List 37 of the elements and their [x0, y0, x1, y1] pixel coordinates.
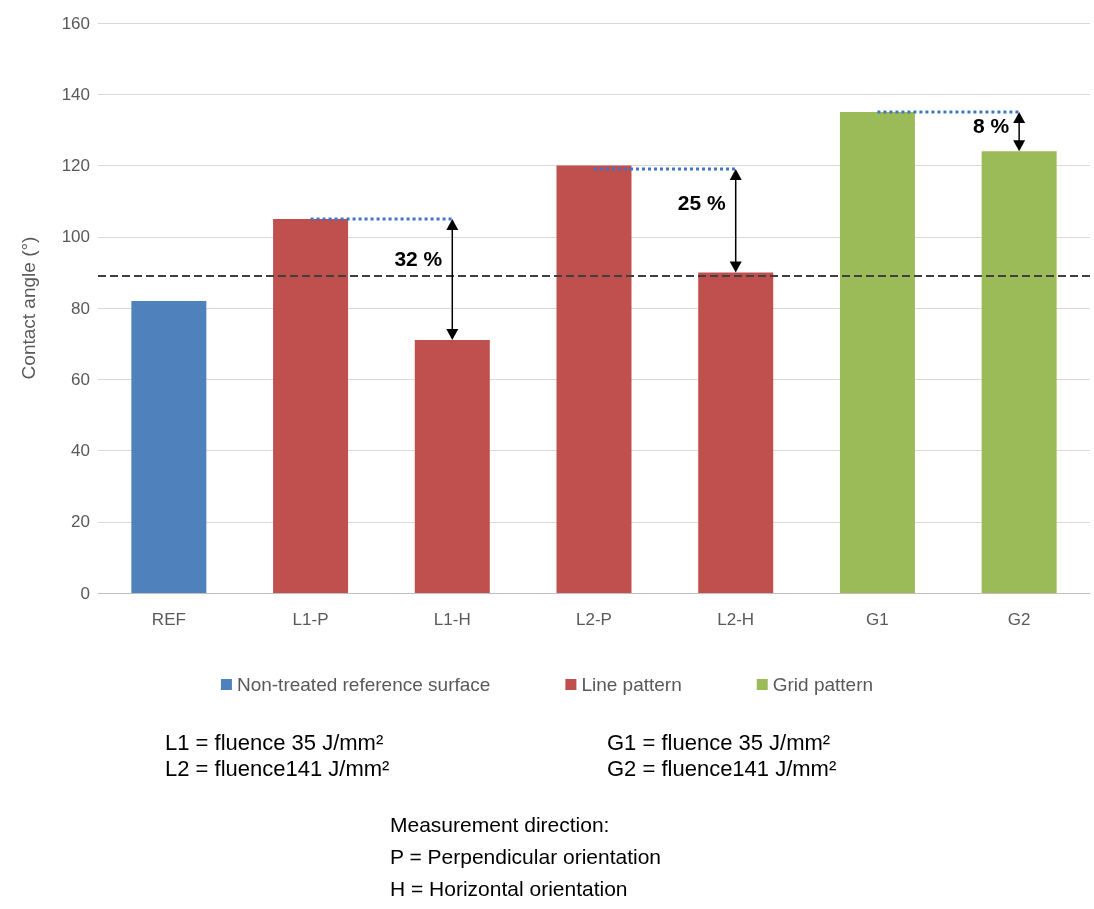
y-tick-label: 120 [61, 156, 90, 175]
annotation: 32 % [394, 246, 443, 270]
legend-label: Grid pattern [772, 674, 874, 695]
y-tick-label: 0 [80, 583, 90, 603]
y-tick-label: 140 [61, 84, 90, 104]
y-tick-label: 20 [71, 512, 90, 532]
bar [414, 340, 490, 593]
bar [839, 112, 915, 593]
bar [131, 300, 207, 593]
y-tick-label: 160 [61, 13, 90, 33]
text: P = Perpendicular orientation [390, 845, 662, 868]
y-axis-title: Contact angle (°) [18, 236, 39, 380]
bar [698, 272, 774, 593]
y-tick-label: 60 [71, 369, 90, 389]
x-tick-label: L2-H [717, 610, 755, 629]
x-tick-label: REF [151, 610, 186, 629]
text: Measurement direction: [390, 813, 610, 836]
x-tick-label: L2-P [576, 610, 612, 629]
text: G2 = fluence141 J/mm² [607, 755, 837, 781]
legend-label: Non-treated reference surface [236, 674, 491, 695]
bar [273, 218, 349, 593]
text: G1 = fluence 35 J/mm² [607, 729, 831, 755]
y-tick-label: 80 [71, 298, 90, 318]
y-tick-label: 100 [61, 227, 90, 247]
legend-label: Line pattern [581, 674, 682, 695]
text: L1 = fluence 35 J/mm² [165, 729, 384, 755]
x-tick-label: G1 [866, 610, 889, 629]
text: H = Horizontal orientation [390, 877, 628, 900]
annotation: 8 % [972, 113, 1010, 137]
text: L2 = fluence141 J/mm² [165, 755, 390, 781]
y-tick-label: 40 [71, 441, 90, 460]
bar [981, 151, 1057, 593]
x-tick-label: G2 [1007, 610, 1031, 629]
x-tick-label: L1-P [292, 610, 329, 629]
x-tick-label: L1-H [433, 610, 471, 629]
annotation: 25 % [677, 191, 727, 215]
bar [556, 165, 632, 593]
